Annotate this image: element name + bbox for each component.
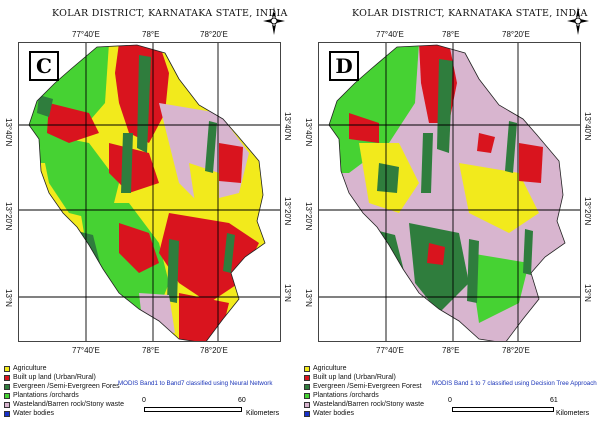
legend-swatch bbox=[304, 401, 310, 408]
map-title: KOLAR DISTRICT, KARNATAKA STATE, INDIA bbox=[52, 8, 288, 19]
lat-label-right: 13°40'N bbox=[283, 112, 292, 141]
map-panel-d: KOLAR DISTRICT, KARNATAKA STATE, INDIA 7… bbox=[300, 0, 599, 439]
lat-label-right: 13°20'N bbox=[283, 197, 292, 226]
legend-item: Water bodies bbox=[304, 409, 424, 418]
legend-swatch bbox=[4, 392, 10, 399]
svg-text:N: N bbox=[272, 9, 276, 14]
legend-swatch bbox=[304, 410, 310, 417]
lon-label-bottom: 78°E bbox=[142, 346, 160, 355]
north-arrow-icon bbox=[567, 7, 589, 35]
method-caption: MODIS Band1 to Band7 classified using Ne… bbox=[118, 380, 273, 387]
legend-swatch bbox=[4, 365, 10, 372]
lat-label-left: 13°N bbox=[304, 289, 313, 307]
panel-label-badge: D bbox=[329, 51, 359, 81]
legend-item: Agriculture bbox=[4, 364, 124, 373]
lat-label-left: 13°20'N bbox=[304, 202, 313, 231]
lon-label-bottom: 77°40'E bbox=[376, 346, 404, 355]
lon-label-bottom: 78°20'E bbox=[200, 346, 228, 355]
legend-item: Evergreen /Semi-Evergreen Fores bbox=[4, 382, 124, 391]
legend-swatch bbox=[4, 410, 10, 417]
scale-unit: Kilometers bbox=[246, 410, 280, 417]
lat-label-right: 13°N bbox=[283, 284, 292, 302]
scale-end: 61 bbox=[550, 397, 558, 404]
lat-label-left: 13°20'N bbox=[4, 202, 13, 231]
legend-swatch bbox=[304, 383, 310, 390]
legend-item: Plantations /orchards bbox=[4, 391, 124, 400]
scale-start: 0 bbox=[142, 397, 146, 404]
panel-label-badge: C bbox=[29, 51, 59, 81]
lat-label-right: 13°40'N bbox=[583, 112, 592, 141]
north-arrow-icon: N bbox=[263, 7, 285, 35]
classified-land-cover-map bbox=[319, 43, 580, 341]
classified-land-cover-map bbox=[19, 43, 280, 341]
lon-label-top: 78°20'E bbox=[200, 30, 228, 39]
lat-label-right: 13°N bbox=[583, 284, 592, 302]
lon-label-top: 77°40'E bbox=[72, 30, 100, 39]
lat-label-left: 13°40'N bbox=[304, 118, 313, 147]
legend-item: Water bodies bbox=[4, 409, 124, 418]
scale-bar-graphic bbox=[452, 407, 554, 412]
legend-swatch bbox=[4, 383, 10, 390]
legend-item: Evergreen /Semi-Evergreen Forest bbox=[304, 382, 424, 391]
lon-label-top: 77°40'E bbox=[376, 30, 404, 39]
legend-item: Built up land (Urban/Rural) bbox=[4, 373, 124, 382]
lat-label-left: 13°N bbox=[4, 289, 13, 307]
lon-label-top: 78°E bbox=[442, 30, 460, 39]
scale-start: 0 bbox=[448, 397, 452, 404]
legend-item: Wasteland/Barren rock/Stony waste bbox=[304, 400, 424, 409]
legend: Agriculture Built up land (Urban/Rural) … bbox=[4, 364, 124, 418]
lon-label-bottom: 77°40'E bbox=[72, 346, 100, 355]
map-frame: C bbox=[18, 42, 281, 342]
scale-unit: Kilometers bbox=[556, 410, 590, 417]
legend-item: Plantations /orchards bbox=[304, 391, 424, 400]
legend-swatch bbox=[304, 374, 310, 381]
graticule bbox=[19, 43, 280, 341]
legend-swatch bbox=[4, 401, 10, 408]
legend-swatch bbox=[304, 392, 310, 399]
method-caption: MODIS Band 1 to 7 classified using Decis… bbox=[432, 380, 597, 387]
lon-label-bottom: 78°20'E bbox=[502, 346, 530, 355]
legend-item: Wasteland/Barren rock/Stony waste bbox=[4, 400, 124, 409]
map-title: KOLAR DISTRICT, KARNATAKA STATE, INDIA bbox=[352, 8, 588, 19]
legend: Agriculture Built up land (Urban/Rural) … bbox=[304, 364, 424, 418]
lat-label-right: 13°20'N bbox=[583, 197, 592, 226]
map-frame: D bbox=[318, 42, 581, 342]
land-cover-classes bbox=[329, 45, 565, 341]
lon-label-top: 78°E bbox=[142, 30, 160, 39]
legend-swatch bbox=[304, 365, 310, 372]
map-panel-c: KOLAR DISTRICT, KARNATAKA STATE, INDIA N… bbox=[0, 0, 299, 439]
scale-end: 60 bbox=[238, 397, 246, 404]
legend-item: Built up land (Urban/Rural) bbox=[304, 373, 424, 382]
legend-swatch bbox=[4, 374, 10, 381]
graticule bbox=[319, 43, 580, 341]
legend-item: Agriculture bbox=[304, 364, 424, 373]
lat-label-left: 13°40'N bbox=[4, 118, 13, 147]
lon-label-bottom: 78°E bbox=[442, 346, 460, 355]
scale-bar-graphic bbox=[144, 407, 242, 412]
lon-label-top: 78°20'E bbox=[502, 30, 530, 39]
